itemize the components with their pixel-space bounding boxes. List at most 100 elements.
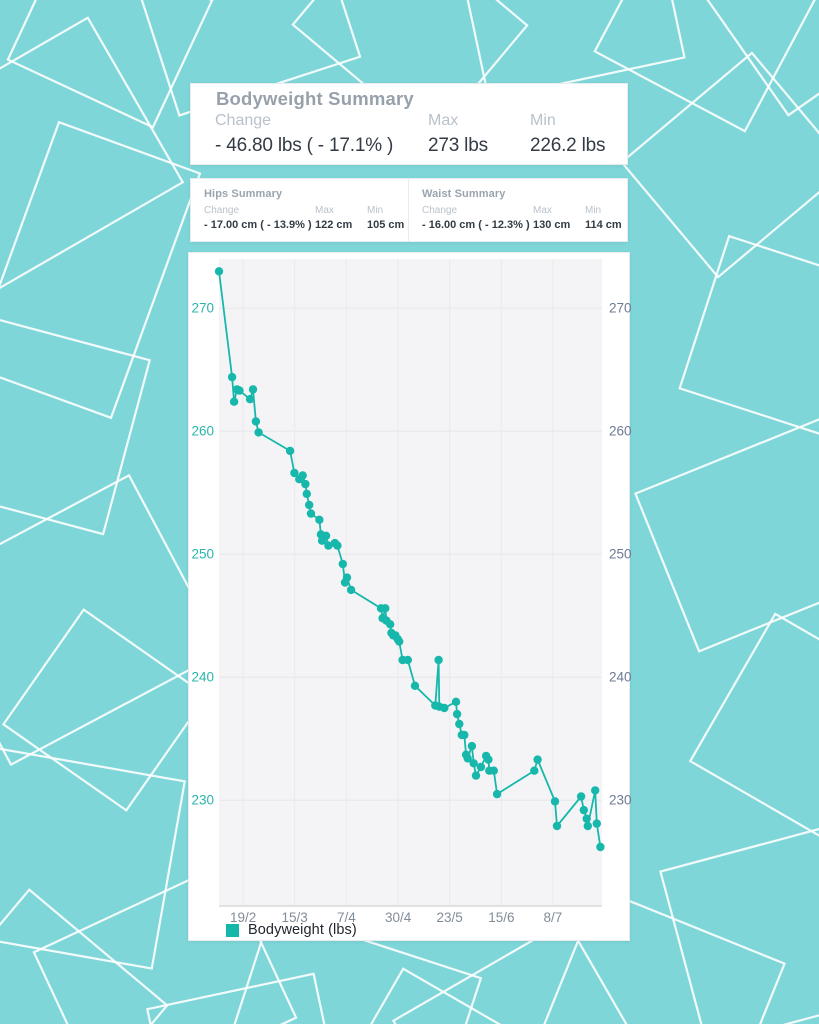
bodyweight-chart[interactable]: 230 230 240 240 250 250 260 260 270 270 19/2 15/3 7/… xyxy=(189,253,631,942)
data-point[interactable] xyxy=(315,515,324,524)
data-point[interactable] xyxy=(306,509,316,518)
bodyweight-change-metric: Change - 46.80 lbs ( - 17.1% ) xyxy=(215,112,393,157)
data-point[interactable] xyxy=(342,573,352,582)
data-point[interactable] xyxy=(254,428,263,437)
data-point[interactable] xyxy=(530,766,539,775)
waist-min-metric: Min 114 cm xyxy=(585,205,622,231)
change-label: Change xyxy=(204,205,240,216)
data-point[interactable] xyxy=(451,697,461,706)
data-point[interactable] xyxy=(591,786,600,795)
x-axis-label: 15/3 xyxy=(281,910,307,925)
data-point[interactable] xyxy=(305,500,314,510)
y-axis-label-left: 240 xyxy=(191,670,214,685)
data-point[interactable] xyxy=(235,386,244,395)
data-point[interactable] xyxy=(386,620,395,629)
data-point[interactable] xyxy=(471,771,481,780)
min-value: 226.2 lbs xyxy=(530,135,606,156)
data-point[interactable] xyxy=(469,759,478,768)
data-point[interactable] xyxy=(245,395,255,404)
data-point[interactable] xyxy=(301,479,310,489)
data-point[interactable] xyxy=(552,821,562,831)
legend-swatch-icon xyxy=(226,923,239,937)
min-label: Min xyxy=(585,205,602,216)
min-value: 105 cm xyxy=(367,219,405,231)
data-point[interactable] xyxy=(492,789,502,799)
hips-summary-card: Hips Summary Change - 17.00 cm ( - 13.9%… xyxy=(191,179,409,241)
y-axis-label-left: 270 xyxy=(191,301,214,316)
data-point[interactable] xyxy=(338,559,347,569)
data-point[interactable] xyxy=(381,604,390,613)
data-point[interactable] xyxy=(333,541,342,550)
change-value: - 46.80 lbs ( - 17.1% ) xyxy=(215,135,394,156)
data-point[interactable] xyxy=(298,471,307,480)
data-point[interactable] xyxy=(395,637,404,646)
bodyweight-summary-title: Bodyweight Summary xyxy=(216,88,414,109)
data-point[interactable] xyxy=(324,541,333,550)
data-point[interactable] xyxy=(592,819,601,828)
hips-summary-title: Hips Summary xyxy=(204,188,283,200)
y-axis-label-left: 260 xyxy=(191,424,214,439)
min-label: Min xyxy=(530,112,556,129)
bodyweight-chart-card: 230 230 240 240 250 250 260 260 270 270 19/2 15/3 7/… xyxy=(188,252,631,942)
max-value: 122 cm xyxy=(315,219,353,231)
data-point[interactable] xyxy=(533,755,542,764)
data-point[interactable] xyxy=(476,762,486,772)
x-axis-label: 30/4 xyxy=(385,910,412,925)
data-point[interactable] xyxy=(229,397,239,406)
waist-summary-card: Waist Summary Change - 16.00 cm ( - 12.3… xyxy=(409,179,627,241)
data-point[interactable] xyxy=(484,755,493,764)
y-axis-label-right: 250 xyxy=(609,547,631,562)
x-axis-label: 7/4 xyxy=(337,910,356,925)
legend-label: Bodyweight (lbs) xyxy=(248,922,357,938)
data-point[interactable] xyxy=(434,655,443,665)
max-value: 130 cm xyxy=(533,219,571,231)
bodyweight-min-metric: Min 226.2 lbs xyxy=(530,112,606,157)
data-point[interactable] xyxy=(290,468,299,478)
data-point[interactable] xyxy=(460,730,469,740)
waist-change-metric: Change - 16.00 cm ( - 12.3% ) xyxy=(422,205,530,231)
hips-change-metric: Change - 17.00 cm ( - 13.9% ) xyxy=(204,205,312,231)
x-axis-label: 8/7 xyxy=(544,910,563,925)
data-point[interactable] xyxy=(403,655,412,665)
x-axis-label: 23/5 xyxy=(437,910,463,925)
data-point[interactable] xyxy=(596,842,605,852)
data-point[interactable] xyxy=(214,267,224,276)
max-label: Max xyxy=(315,205,334,216)
data-point[interactable] xyxy=(302,489,311,499)
data-point[interactable] xyxy=(321,531,331,540)
waist-max-metric: Max 130 cm xyxy=(533,205,570,231)
change-value: - 17.00 cm ( - 13.9% ) xyxy=(204,219,312,231)
data-point[interactable] xyxy=(550,797,560,806)
data-point[interactable] xyxy=(582,814,591,823)
max-value: 273 lbs xyxy=(428,135,488,156)
x-axis-label: 19/2 xyxy=(230,910,256,925)
bodyweight-max-metric: Max 273 lbs xyxy=(428,112,488,157)
y-axis-label-left: 230 xyxy=(191,793,214,808)
data-point[interactable] xyxy=(452,709,462,719)
min-value: 114 cm xyxy=(585,219,622,231)
data-point[interactable] xyxy=(227,372,237,382)
y-axis-label-right: 270 xyxy=(609,301,631,316)
data-point[interactable] xyxy=(583,821,592,831)
data-point[interactable] xyxy=(455,719,464,729)
y-axis-label-right: 240 xyxy=(609,670,631,685)
max-label: Max xyxy=(428,112,459,129)
data-point[interactable] xyxy=(489,766,498,775)
data-point[interactable] xyxy=(463,754,472,763)
data-point[interactable] xyxy=(440,703,449,713)
y-axis-label-left: 250 xyxy=(191,547,214,562)
data-point[interactable] xyxy=(467,741,477,751)
secondary-summaries-card: Hips Summary Change - 17.00 cm ( - 13.9%… xyxy=(190,178,628,242)
data-point[interactable] xyxy=(410,681,420,690)
change-label: Change xyxy=(422,205,458,216)
data-point[interactable] xyxy=(285,446,295,456)
data-point[interactable] xyxy=(251,417,261,426)
change-label: Change xyxy=(215,112,272,129)
data-point[interactable] xyxy=(346,585,356,595)
data-point[interactable] xyxy=(576,792,586,801)
hips-max-metric: Max 122 cm xyxy=(315,205,352,231)
data-point[interactable] xyxy=(248,385,258,394)
hips-min-metric: Min 105 cm xyxy=(367,205,404,231)
data-point[interactable] xyxy=(579,805,588,815)
